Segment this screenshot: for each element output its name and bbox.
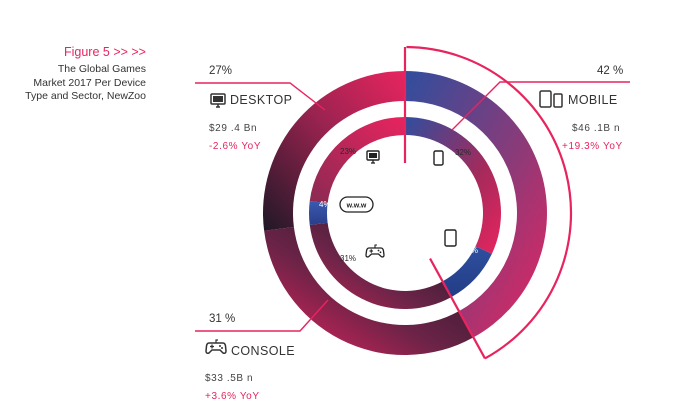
figure-title: Figure 5 >> >> — [63, 45, 146, 59]
outer-segment-mobile — [405, 71, 547, 338]
outer-segment-desktop — [263, 71, 405, 231]
desktop-percent: 27% — [209, 65, 232, 77]
outer-segment-console — [264, 227, 474, 356]
mobile-highlight-end — [429, 258, 486, 359]
console-percent: 31 % — [209, 313, 235, 325]
inner-segment-www — [309, 200, 328, 226]
mobile-highlight-arc — [406, 45, 573, 360]
mobile-revenue: $46 .1B n — [572, 123, 620, 134]
inner-gamepad-icon — [365, 244, 385, 258]
console-revenue: $33 .5B n — [205, 373, 253, 384]
tablet-percent: 10% — [462, 246, 478, 255]
figure-subtitle: The Global Games Market 2017 Per Device … — [0, 63, 146, 104]
console-label: CONSOLE — [231, 344, 295, 358]
gamepad-percent: 31% — [340, 254, 356, 263]
leader-line-desktop — [195, 82, 326, 111]
monitor-icon — [210, 93, 226, 108]
www-icon: w.w.w — [339, 196, 374, 213]
leader-line-console — [195, 299, 329, 332]
subtitle-line-2: Market 2017 Per Device — [33, 76, 146, 89]
mobile-percent: 42 % — [597, 65, 623, 77]
leader-line-mobile — [451, 81, 630, 131]
tablet-icon — [444, 229, 457, 247]
mobile-yoy: +19.3% YoY — [562, 141, 623, 152]
desktop-revenue: $29 .4 Bn — [209, 123, 257, 134]
mobile-devices-icon — [539, 90, 563, 108]
desktop-yoy: -2.6% YoY — [209, 141, 261, 152]
inner-segment-tablet — [442, 246, 492, 298]
inner-segment-gamepad — [309, 222, 452, 309]
subtitle-line-3: Type and Sector, NewZoo — [25, 90, 146, 102]
inner-segment-smartphone — [405, 117, 501, 254]
inner-monitor-icon — [366, 150, 380, 164]
svg-text:w.w.w: w.w.w — [346, 203, 367, 210]
desktop-label: DESKTOP — [230, 93, 292, 107]
smartphone-percent: 32% — [455, 148, 471, 157]
monitor-percent: 23% — [340, 147, 356, 156]
subtitle-line-1: The Global Games — [57, 63, 146, 75]
www-percent: 4% — [319, 200, 331, 209]
gamepad-icon — [205, 339, 227, 354]
console-yoy: +3.6% YoY — [205, 391, 260, 402]
smartphone-icon — [433, 150, 444, 166]
mobile-label: MOBILE — [568, 93, 618, 107]
inner-segment-monitor — [309, 117, 405, 204]
figure-caption: Figure 5 >> >> The Global Games Market 2… — [0, 44, 146, 104]
